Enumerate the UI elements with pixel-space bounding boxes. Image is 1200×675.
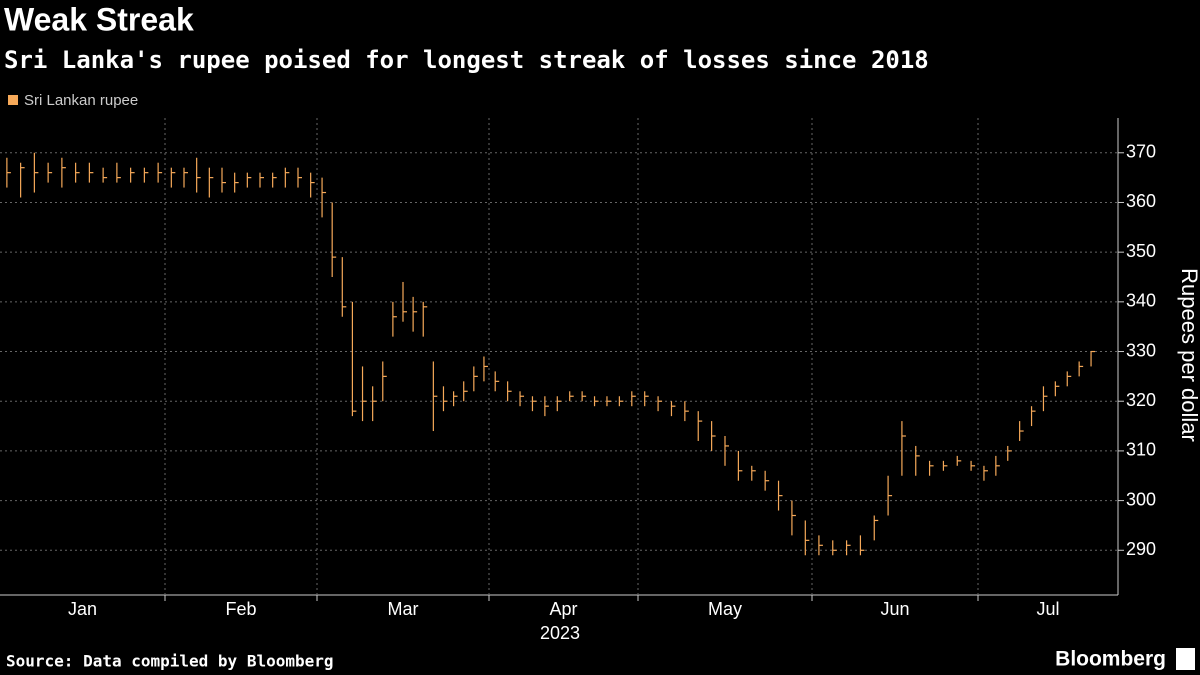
- y-tick-label: 370: [1126, 142, 1156, 162]
- brand-icon: [1176, 648, 1195, 670]
- y-tick-label: 350: [1126, 241, 1156, 261]
- chart-title: Weak Streak: [4, 1, 194, 37]
- x-tick-label: Mar: [388, 599, 419, 619]
- x-tick-label: Jun: [880, 599, 909, 619]
- x-tick-label: Apr: [549, 599, 577, 619]
- y-tick-label: 300: [1126, 489, 1156, 509]
- x-tick-label: Jul: [1036, 599, 1059, 619]
- y-tick-label: 330: [1126, 340, 1156, 360]
- x-tick-label: Feb: [225, 599, 256, 619]
- x-axis-year: 2023: [540, 623, 580, 643]
- legend-label: Sri Lankan rupee: [24, 92, 138, 109]
- y-tick-label: 290: [1126, 539, 1156, 559]
- y-tick-label: 320: [1126, 390, 1156, 410]
- x-tick-label: Jan: [68, 599, 97, 619]
- legend-swatch: [8, 95, 18, 105]
- y-tick-label: 340: [1126, 291, 1156, 311]
- source: Source: Data compiled by Bloomberg: [6, 652, 334, 671]
- y-tick-label: 360: [1126, 191, 1156, 211]
- brand: Bloomberg: [1055, 648, 1166, 671]
- y-tick-label: 310: [1126, 440, 1156, 460]
- chart-subtitle: Sri Lanka's rupee poised for longest str…: [4, 46, 929, 74]
- y-axis-label: Rupees per dollar: [1177, 268, 1200, 442]
- x-tick-label: May: [708, 599, 742, 619]
